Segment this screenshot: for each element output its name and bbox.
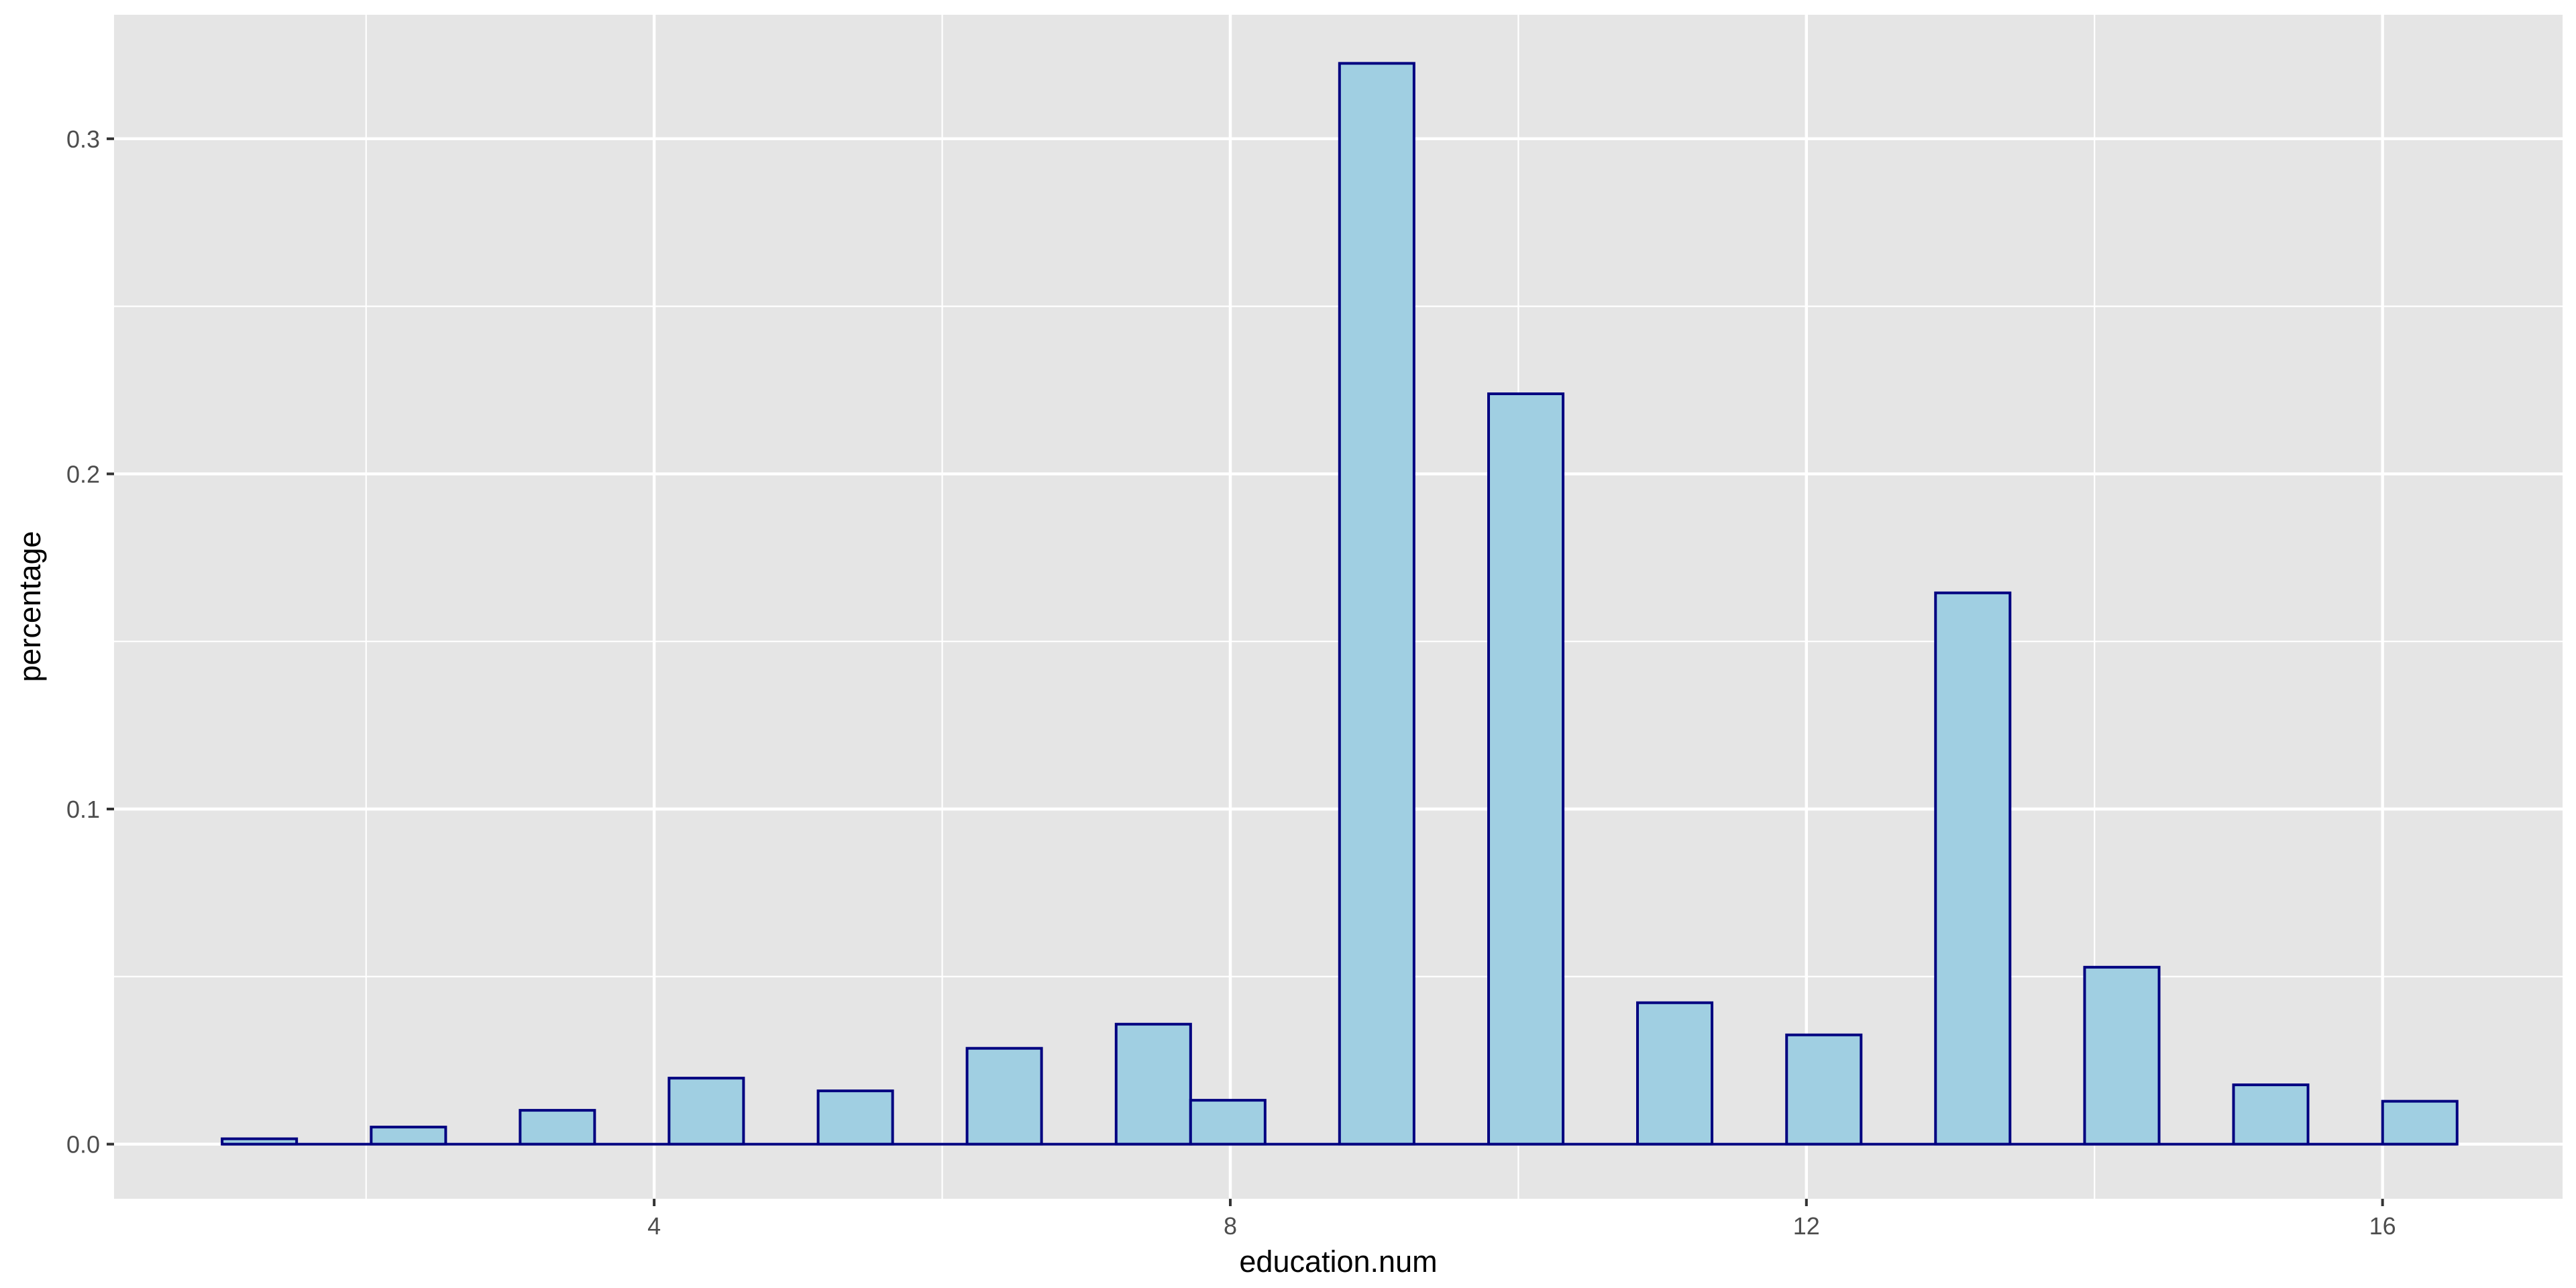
bar <box>1636 1001 1714 1146</box>
bar <box>667 1077 745 1146</box>
x-tick-label: 4 <box>647 1212 661 1240</box>
x-tick-label: 8 <box>1224 1212 1237 1240</box>
bars <box>221 62 2459 1146</box>
bar <box>370 1126 447 1146</box>
bar <box>2232 1083 2310 1146</box>
bar <box>965 1046 1043 1146</box>
bar <box>221 1137 299 1146</box>
x-tick-label: 16 <box>2369 1212 2396 1240</box>
y-axis-title: percentage <box>13 531 47 682</box>
bar <box>2083 965 2161 1146</box>
bar <box>1338 62 1415 1146</box>
y-axis-ticks: 0.0 0.1 0.2 0.3 <box>66 125 114 1159</box>
bar <box>2381 1099 2459 1146</box>
bar <box>1189 1099 1267 1146</box>
y-tick-label: 0.2 <box>66 460 100 488</box>
y-tick-label: 0.0 <box>66 1131 100 1159</box>
bar <box>1785 1033 1863 1146</box>
bar <box>1934 591 2012 1146</box>
x-tick-label: 12 <box>1793 1212 1820 1240</box>
x-axis-title: education.num <box>1239 1244 1437 1279</box>
x-axis-ticks: 4 8 12 16 <box>647 1199 2396 1240</box>
y-tick-label: 0.3 <box>66 125 100 153</box>
bar <box>1487 392 1565 1146</box>
y-tick-label: 0.1 <box>66 796 100 823</box>
bar <box>519 1109 596 1146</box>
bar <box>816 1089 894 1146</box>
bar <box>1114 1022 1192 1146</box>
